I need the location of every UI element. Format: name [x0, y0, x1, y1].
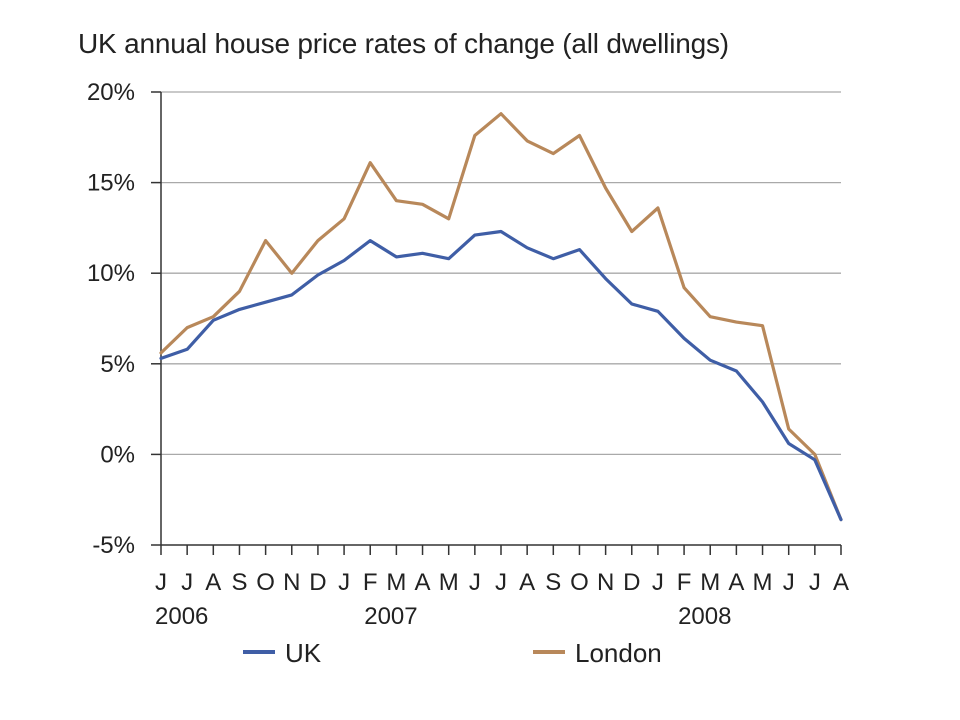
- x-tick-label: O: [256, 569, 275, 596]
- y-tick-label: 10%: [87, 260, 135, 287]
- x-tick-label: J: [181, 569, 193, 596]
- x-tick-label: A: [415, 569, 431, 596]
- axes: [151, 91, 842, 555]
- year-label: 2006: [155, 603, 208, 630]
- series-line-london: [159, 112, 843, 522]
- x-tick-label: O: [570, 569, 589, 596]
- y-tick-label: 0%: [100, 441, 135, 468]
- legend: UK London: [243, 638, 662, 668]
- x-tick-label: D: [623, 569, 640, 596]
- x-tick-label: M: [753, 569, 773, 596]
- x-tick-label: M: [439, 569, 459, 596]
- legend-label-uk: UK: [285, 638, 322, 668]
- y-tick-label: -5%: [92, 532, 135, 559]
- x-tick-label: J: [783, 569, 795, 596]
- x-tick-label: N: [597, 569, 614, 596]
- x-tick-label: J: [495, 569, 507, 596]
- x-tick-label: J: [809, 569, 821, 596]
- year-labels: 2006 2007 2008: [155, 603, 731, 630]
- gridlines: [161, 91, 841, 456]
- year-label: 2007: [364, 603, 417, 630]
- x-tick-label: A: [205, 569, 221, 596]
- year-label: 2008: [678, 603, 731, 630]
- chart-title: UK annual house price rates of change (a…: [78, 28, 729, 59]
- x-tick-label: J: [652, 569, 664, 596]
- x-tick-label: F: [363, 569, 378, 596]
- x-tick-label: A: [728, 569, 744, 596]
- x-tick-label: A: [833, 569, 849, 596]
- x-tick-label: D: [309, 569, 326, 596]
- x-tick-label: J: [338, 569, 350, 596]
- y-tick-labels: 20% 15% 10% 5% 0% -5%: [87, 79, 135, 559]
- x-tick-label: A: [519, 569, 535, 596]
- x-tick-label: J: [155, 569, 167, 596]
- x-tick-label: S: [545, 569, 561, 596]
- y-tick-label: 20%: [87, 79, 135, 106]
- legend-label-london: London: [575, 638, 662, 668]
- y-tick-label: 5%: [100, 351, 135, 378]
- x-tick-label: M: [386, 569, 406, 596]
- x-tick-label: N: [283, 569, 300, 596]
- y-tick-label: 15%: [87, 170, 135, 197]
- series-lines: [159, 112, 843, 522]
- x-tick-label: F: [677, 569, 692, 596]
- x-tick-label: J: [469, 569, 481, 596]
- x-tick-label: S: [231, 569, 247, 596]
- series-line-uk: [159, 229, 843, 522]
- x-tick-label: M: [700, 569, 720, 596]
